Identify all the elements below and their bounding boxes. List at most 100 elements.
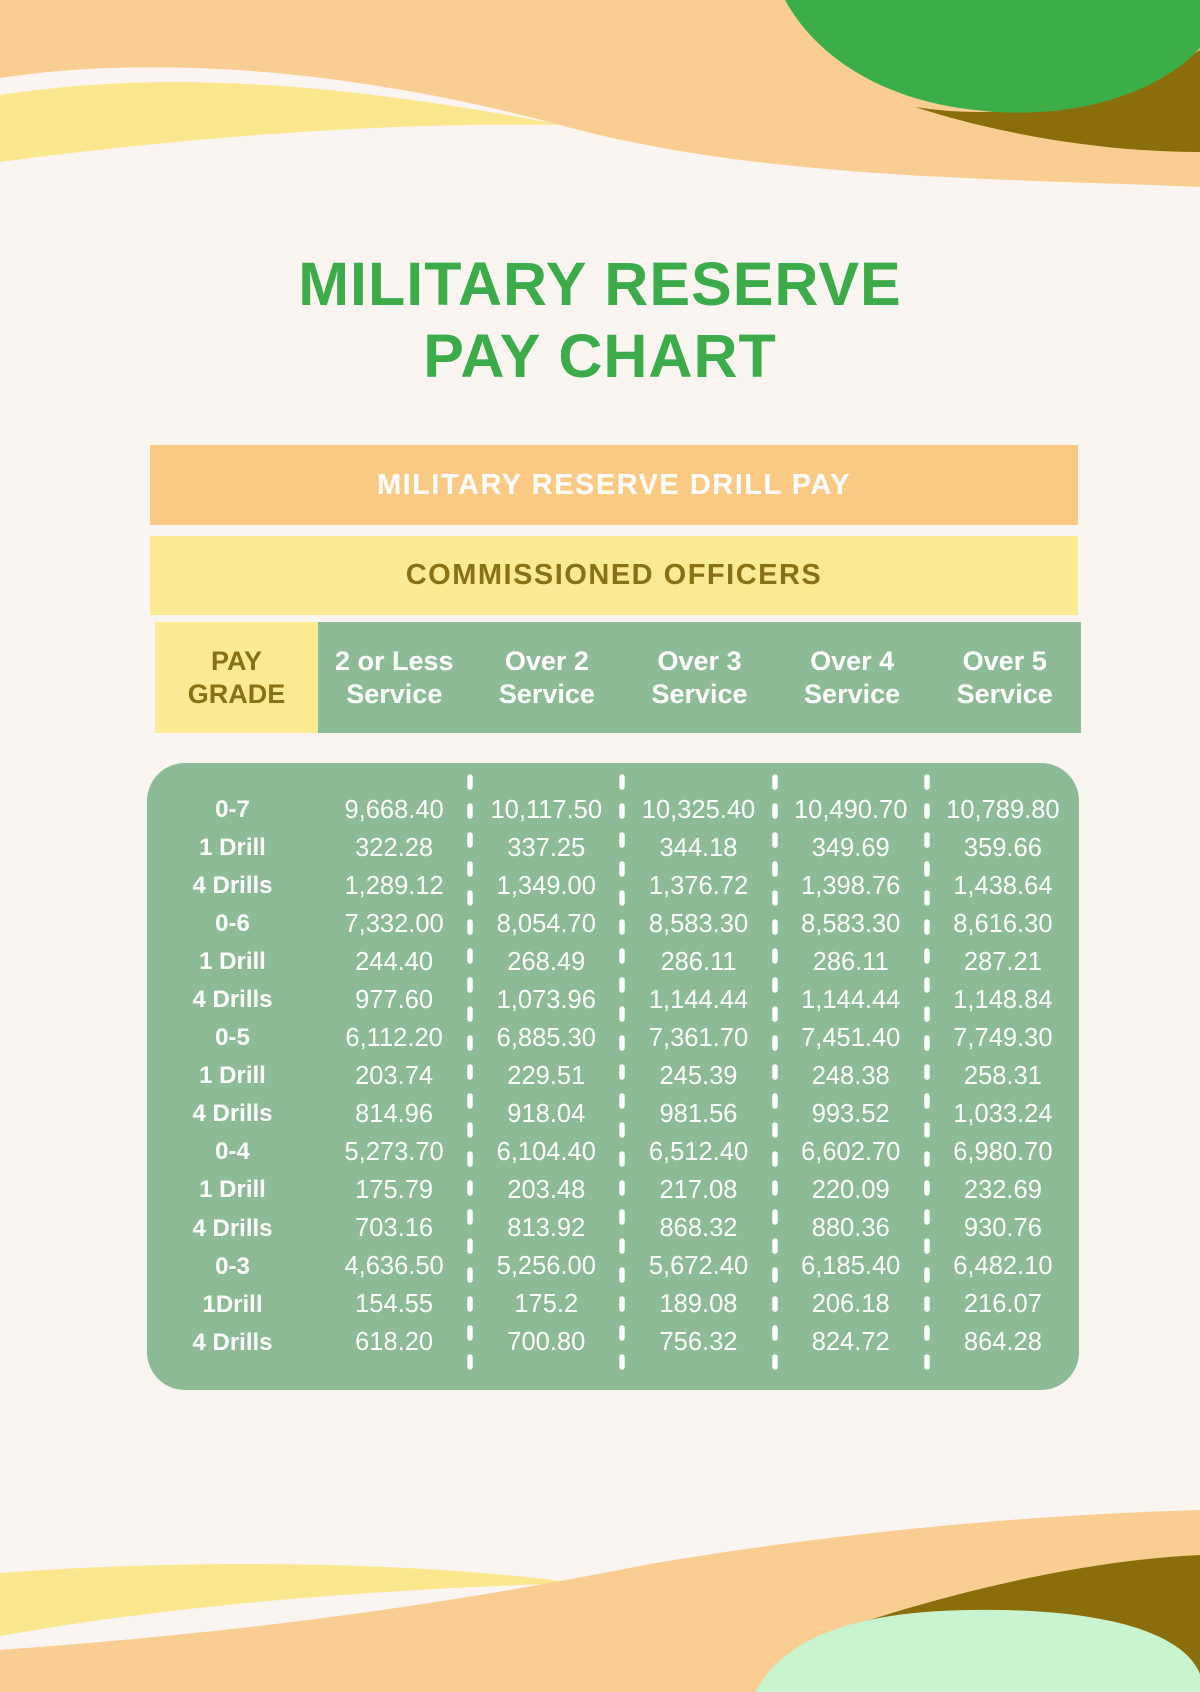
pay-value-cell: 7,332.00	[344, 909, 444, 938]
pay-value-cell: 813.92	[507, 1214, 586, 1243]
pay-value-cell: 5,672.40	[648, 1252, 749, 1281]
pay-value-cell: 8,583.30	[801, 909, 901, 938]
pay-value-cell: 6,885.30	[496, 1023, 596, 1052]
service-column-header-line2: Service	[651, 678, 748, 709]
pay-grade-cell: 4 Drills	[192, 1100, 273, 1128]
pay-value-cell: 220.09	[811, 1175, 890, 1204]
pay-value-cell: 10,490.70	[793, 795, 908, 824]
pay-value-cell: 6,104.40	[496, 1137, 596, 1166]
drill-pay-banner: MILITARY RESERVE DRILL PAY	[150, 445, 1078, 525]
pay-grade-header-cell: PAY GRADE	[155, 622, 318, 733]
pay-value-cell: 1,144.44	[648, 985, 749, 1014]
pay-grade-cell: 1 Drill	[199, 1176, 266, 1204]
bottom-wave-decoration	[0, 1510, 1200, 1692]
page-title-line2: PAY CHART	[423, 322, 777, 390]
pay-value-cell: 814.96	[355, 1099, 434, 1128]
pay-value-cell: 1,148.84	[953, 985, 1053, 1014]
pay-value-cell: 359.66	[963, 833, 1042, 862]
top-peach-wave	[0, 0, 1200, 187]
pay-value-cell: 7,361.70	[648, 1023, 749, 1052]
pay-value-cell: 6,980.70	[953, 1137, 1053, 1166]
pay-value-cell: 8,583.30	[648, 909, 749, 938]
pay-value-cell: 5,273.70	[344, 1137, 444, 1166]
pay-value-cell: 8,616.30	[953, 909, 1053, 938]
pay-value-cell: 756.32	[659, 1328, 738, 1357]
pay-value-cell: 1,144.44	[801, 985, 901, 1014]
pay-value-cell: 232.69	[963, 1175, 1042, 1204]
service-column-header-line1: Over 5	[962, 645, 1047, 676]
pay-value-cell: 287.21	[963, 947, 1042, 976]
pay-grade-cell: 0-6	[215, 910, 250, 938]
pay-value-cell: 5,256.00	[496, 1252, 596, 1281]
pay-value-cell: 930.76	[963, 1214, 1042, 1243]
pay-grade-cell: 4 Drills	[192, 872, 273, 900]
pay-value-cell: 217.08	[659, 1175, 738, 1204]
column-separator-dotted-lines	[467, 774, 930, 1379]
pay-value-cell: 7,451.40	[801, 1023, 901, 1052]
pay-grade-cell: 1 Drill	[199, 948, 266, 976]
pay-value-cell: 6,112.20	[345, 1023, 443, 1052]
bottom-mint-blob	[755, 1609, 1200, 1692]
service-column-header-line2: Service	[956, 678, 1053, 709]
pay-grade-cell: 4 Drills	[192, 1328, 273, 1356]
pay-value-cell: 1,289.12	[344, 871, 444, 900]
service-column-header-line2: Service	[498, 678, 595, 709]
pay-value-cell: 868.32	[659, 1214, 738, 1243]
pay-value-cell: 700.80	[507, 1328, 586, 1357]
pay-value-cell: 344.18	[659, 833, 738, 862]
pay-grade-cell: 1 Drill	[199, 1062, 266, 1090]
pay-value-cell: 286.11	[660, 947, 737, 976]
service-column-header-line2: Service	[346, 678, 443, 709]
pay-value-cell: 6,602.70	[801, 1137, 901, 1166]
pay-value-cell: 10,117.50	[490, 795, 603, 824]
pay-value-cell: 216.07	[963, 1290, 1042, 1319]
pay-value-cell: 918.04	[507, 1099, 586, 1128]
pay-grade-cell: 0-7	[215, 796, 250, 824]
pay-value-cell: 977.60	[355, 985, 434, 1014]
pay-value-cell: 618.20	[355, 1328, 434, 1357]
service-column-header: Over 5 Service	[928, 622, 1081, 733]
pay-value-cell: 322.28	[355, 833, 434, 862]
pay-value-cell: 154.55	[355, 1290, 434, 1319]
drill-pay-banner-label: MILITARY RESERVE DRILL PAY	[376, 468, 852, 501]
service-column-header: Over 2 Service	[470, 622, 624, 733]
service-column-header-line2: Service	[804, 678, 901, 709]
pay-value-cell: 1,398.76	[801, 871, 901, 900]
pay-value-cell: 1,073.96	[496, 985, 596, 1014]
page-title: MILITARY RESERVE PAY CHART	[0, 248, 1200, 392]
pay-value-cell: 248.38	[811, 1061, 890, 1090]
pay-value-cell: 1,349.00	[496, 871, 596, 900]
bottom-olive-wave	[810, 1555, 1200, 1692]
pay-value-cell: 824.72	[811, 1328, 890, 1357]
commissioned-officers-banner: COMMISSIONED OFFICERS	[150, 536, 1078, 615]
service-column-header-line1: 2 or Less	[335, 645, 454, 676]
pay-value-cell: 337.25	[507, 833, 586, 862]
table-header-row: PAY GRADE 2 or Less Service Over 2 Service O…	[155, 622, 1081, 733]
pay-table-body: 0-7 9,668.40 10,117.50 10,325.40 10,490.70 10…	[147, 763, 1079, 1390]
pay-value-cell: 203.74	[355, 1061, 434, 1090]
pay-value-cell: 189.08	[659, 1290, 738, 1319]
pay-value-cell: 1,438.64	[953, 871, 1053, 900]
pay-table-grid: 0-7 9,668.40 10,117.50 10,325.40 10,490.70 10…	[147, 763, 1079, 1390]
pay-value-cell: 4,636.50	[344, 1252, 444, 1281]
pay-value-cell: 203.48	[507, 1175, 586, 1204]
top-olive-wave	[915, 50, 1200, 152]
pay-value-cell: 10,789.80	[946, 795, 1060, 824]
pay-value-cell: 981.56	[659, 1099, 738, 1128]
pay-value-cell: 8,054.70	[496, 909, 596, 938]
pay-value-cell: 6,482.10	[953, 1252, 1053, 1281]
pay-grade-cell: 4 Drills	[192, 986, 273, 1014]
service-column-header-line1: Over 3	[657, 645, 742, 676]
service-column-header: 2 or Less Service	[318, 622, 471, 733]
bottom-peach-wave	[0, 1510, 1200, 1692]
pay-value-cell: 229.51	[507, 1061, 586, 1090]
pay-grade-cell: 1Drill	[202, 1290, 263, 1318]
pay-value-cell: 9,668.40	[344, 795, 444, 824]
commissioned-officers-banner-label: COMMISSIONED OFFICERS	[405, 559, 823, 591]
pay-value-cell: 244.40	[355, 947, 434, 976]
pay-value-cell: 286.11	[812, 947, 889, 976]
pay-value-cell: 880.36	[811, 1214, 890, 1243]
pay-value-cell: 1,376.72	[648, 871, 749, 900]
service-column-header-line1: Over 2	[504, 645, 589, 676]
